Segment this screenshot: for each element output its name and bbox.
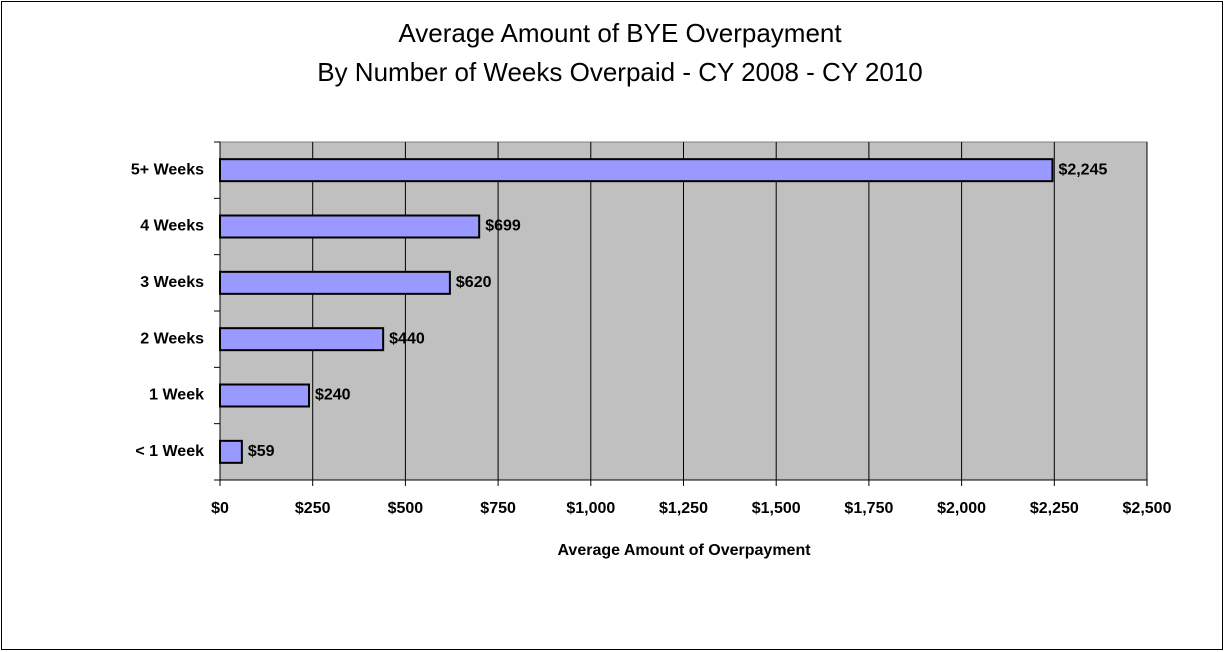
x-tick-label: $0 (211, 500, 229, 517)
bar (219, 214, 481, 239)
data-label: $240 (315, 387, 351, 404)
bar (219, 327, 385, 352)
bar (219, 158, 1054, 183)
x-tick-label: $2,500 (1123, 500, 1172, 517)
x-tick-label: $2,000 (937, 500, 986, 517)
x-tick-label: $1,750 (844, 500, 893, 517)
x-tick-label: $1,000 (566, 500, 615, 517)
chart-subtitle: By Number of Weeks Overpaid - CY 2008 - … (317, 57, 923, 87)
y-tick-label: 5+ Weeks (131, 161, 204, 178)
y-tick-label: 3 Weeks (140, 274, 204, 291)
data-label: $2,245 (1058, 161, 1107, 178)
y-tick-label: 4 Weeks (140, 218, 204, 235)
bar (219, 383, 310, 408)
data-label: $699 (485, 218, 521, 235)
data-label: $440 (389, 330, 425, 347)
bar (219, 270, 451, 295)
x-tick-label: $1,500 (752, 500, 801, 517)
data-label: $59 (248, 443, 275, 460)
bar (219, 439, 243, 464)
x-tick-label: $250 (295, 500, 331, 517)
y-tick-label: < 1 Week (135, 443, 204, 460)
x-axis-label: Average Amount of Overpayment (557, 542, 811, 559)
x-tick-label: $1,250 (659, 500, 708, 517)
y-tick-label: 2 Weeks (140, 330, 204, 347)
x-tick-label: $2,250 (1030, 500, 1079, 517)
data-label: $620 (456, 274, 492, 291)
y-tick-label: 1 Week (149, 387, 204, 404)
chart-title: Average Amount of BYE Overpayment (398, 18, 842, 48)
x-tick-label: $750 (480, 500, 516, 517)
x-tick-label: $500 (388, 500, 424, 517)
